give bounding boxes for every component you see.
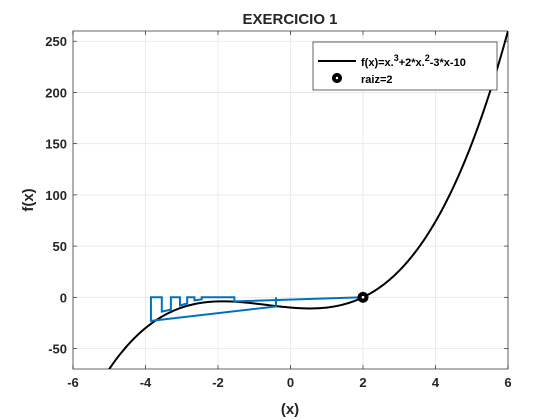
iteration-path (151, 297, 363, 321)
marker-hole (336, 77, 339, 80)
x-tick-label: -2 (212, 375, 224, 390)
legend-function-mid: +2*x. (399, 57, 425, 69)
x-tick-label: 6 (504, 375, 511, 390)
x-tick-label: -6 (67, 375, 79, 390)
y-tick-label: 100 (45, 188, 67, 203)
x-axis-label: (x) (281, 401, 299, 418)
y-axis-label: f(x) (20, 188, 37, 211)
root-marker-point (358, 292, 369, 303)
y-tick-label: 200 (45, 85, 67, 100)
marker-hole (362, 296, 365, 299)
chart-title: EXERCICIO 1 (242, 11, 337, 28)
y-tick-label: 150 (45, 137, 67, 152)
legend-label-root: raiz=2 (361, 74, 393, 86)
legend: f(x)=x.3+2*x.2-3*x-10 raiz=2 (313, 42, 497, 90)
x-tick-label: 0 (287, 375, 294, 390)
x-tick-label: 2 (359, 375, 366, 390)
y-tick-label: 0 (60, 290, 67, 305)
legend-function-prefix: f(x)=x. (361, 57, 394, 69)
legend-function-suffix: -3*x-10 (430, 57, 466, 69)
y-tick-label: 250 (45, 34, 67, 49)
y-tick-label: -50 (48, 342, 67, 357)
x-tick-label: -4 (140, 375, 152, 390)
y-tick-label: 50 (53, 239, 67, 254)
root-marker (358, 292, 369, 303)
x-tick-label: 4 (432, 375, 440, 390)
